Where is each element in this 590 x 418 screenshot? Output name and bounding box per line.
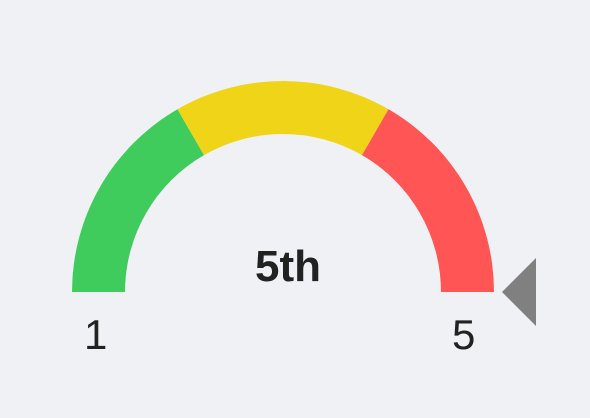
gauge-band-mid <box>177 81 389 156</box>
gauge-band-high <box>362 109 494 292</box>
gauge-max-label: 5 <box>452 311 476 358</box>
gauge-value-label: 5th <box>255 242 321 291</box>
gauge-pointer-icon <box>502 258 536 326</box>
gauge-band-low <box>72 109 204 292</box>
gauge-min-label: 1 <box>84 311 108 358</box>
